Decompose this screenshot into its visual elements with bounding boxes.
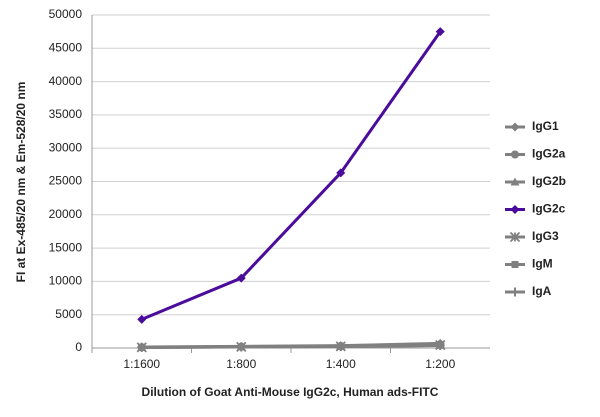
legend-label: IgG2a: [532, 147, 566, 161]
legend-label: IgA: [532, 284, 552, 298]
data-point: [435, 340, 445, 350]
legend-marker: [511, 261, 519, 268]
legend-label: IgM: [532, 257, 553, 271]
series-line: [141, 30, 442, 321]
data-point: [336, 168, 346, 178]
y-tick-label: 15000: [49, 240, 83, 254]
legend-label: IgG1: [532, 119, 559, 133]
x-tick-label: 1:800: [226, 357, 256, 371]
series-line: [141, 343, 441, 349]
data-point: [137, 342, 147, 352]
x-tick-label: 1:200: [425, 357, 455, 371]
y-tick-label: 30000: [49, 140, 83, 154]
x-tick-label: 1:1600: [123, 357, 160, 371]
y-tick-label: 10000: [49, 274, 83, 288]
legend-marker: [510, 205, 520, 214]
legend-label: IgG2c: [532, 202, 566, 216]
data-point: [236, 273, 246, 283]
y-tick-label: 35000: [49, 107, 83, 121]
legend-marker: [509, 231, 521, 243]
data-point: [435, 27, 445, 37]
legend-marker: [510, 122, 520, 132]
legend-marker: [510, 287, 520, 297]
x-axis-label: Dilution of Goat Anti-Mouse IgG2c, Human…: [142, 385, 439, 399]
y-tick-label: 5000: [55, 307, 82, 321]
y-tick-label: 50000: [49, 7, 83, 21]
data-point: [336, 342, 346, 352]
y-tick-label: 45000: [49, 40, 83, 54]
y-tick-label: 25000: [49, 174, 83, 188]
y-tick-label: 0: [75, 340, 82, 354]
legend-marker: [510, 177, 520, 186]
data-point: [236, 342, 246, 352]
legend-marker: [511, 150, 519, 159]
legend-label: IgG2b: [532, 174, 566, 188]
x-tick-label: 1:400: [326, 357, 356, 371]
legend-label: IgG3: [532, 229, 559, 243]
y-tick-label: 20000: [49, 207, 83, 221]
data-point: [137, 314, 147, 324]
y-tick-label: 40000: [49, 74, 83, 88]
y-axis-label: FI at Ex-485/20 nm & Em-528/20 nm: [14, 82, 28, 283]
